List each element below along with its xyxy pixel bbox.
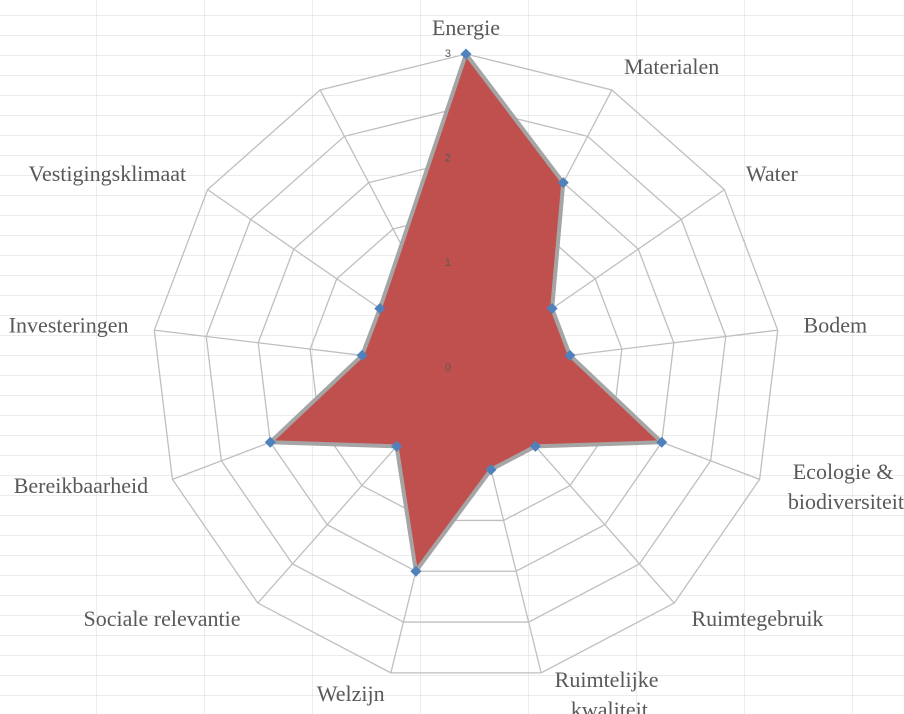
data-marker bbox=[410, 565, 422, 577]
tick-label: 1 bbox=[445, 257, 451, 269]
category-label: Ruimtegebruik bbox=[691, 606, 823, 631]
data-marker bbox=[529, 440, 541, 452]
plot-area: 0 1 2 3 Energie Materialen Water Bodem Ecologie … bbox=[9, 15, 904, 714]
tick-label: 0 bbox=[445, 362, 451, 374]
tick-label: 2 bbox=[445, 153, 451, 165]
data-marker bbox=[564, 349, 576, 361]
category-label: Bodem bbox=[804, 312, 868, 337]
data-marker bbox=[374, 303, 386, 315]
data-marker bbox=[391, 440, 403, 452]
category-label: Vestigingsklimaat bbox=[29, 161, 187, 186]
category-label: Energie bbox=[432, 15, 500, 40]
data-marker bbox=[546, 303, 558, 315]
tick-label: 3 bbox=[445, 48, 451, 60]
category-label: Materialen bbox=[624, 54, 719, 79]
data-marker bbox=[264, 436, 276, 448]
data-marker bbox=[460, 48, 472, 60]
data-marker bbox=[656, 436, 668, 448]
data-marker bbox=[356, 349, 368, 361]
category-label: Water bbox=[746, 161, 799, 186]
minor-grid-ring bbox=[309, 210, 623, 522]
category-label: Investeringen bbox=[9, 312, 129, 337]
data-marker bbox=[557, 177, 569, 189]
data-marker bbox=[485, 464, 497, 476]
category-label: Sociale relevantie bbox=[84, 606, 241, 631]
category-label: Ecologie & biodiversiteit bbox=[788, 459, 904, 514]
category-label: Ruimtelijke kwaliteit bbox=[555, 667, 664, 714]
category-label: Bereikbaarheid bbox=[14, 473, 148, 498]
grid-ring bbox=[257, 157, 675, 572]
grid-ring bbox=[153, 53, 779, 674]
minor-grid-ring bbox=[205, 105, 727, 623]
category-label: Welzijn bbox=[317, 681, 385, 706]
